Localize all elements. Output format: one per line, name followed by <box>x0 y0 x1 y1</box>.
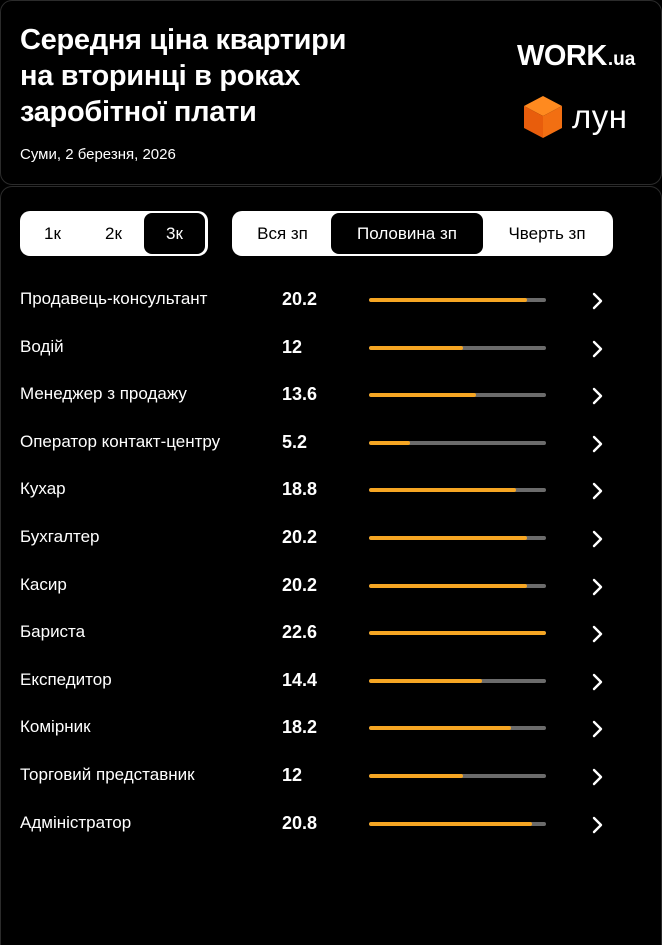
lun-logo[interactable]: лун <box>522 94 627 140</box>
salary-option-full[interactable]: Вся зп <box>257 223 308 243</box>
years-value: 12 <box>282 764 303 785</box>
years-progress-fill <box>369 678 482 683</box>
years-progress-fill <box>369 583 528 588</box>
profession-row[interactable]: Комірник 18.2 <box>0 704 662 752</box>
years-progress-bar <box>369 631 546 636</box>
profession-row[interactable]: Касир 20.2 <box>0 562 662 610</box>
years-progress-fill <box>369 726 512 731</box>
chevron-right-icon[interactable] <box>591 672 605 692</box>
room-option-2k[interactable]: 2к <box>105 223 122 243</box>
chevron-right-icon[interactable] <box>591 339 605 359</box>
years-progress-bar <box>369 440 546 445</box>
years-value: 5.2 <box>282 431 308 452</box>
years-progress-bar <box>369 726 546 731</box>
profession-name: Експедитор <box>20 669 112 689</box>
years-value: 18.2 <box>282 717 318 738</box>
years-value: 20.2 <box>282 574 318 595</box>
profession-row[interactable]: Експедитор 14.4 <box>0 657 662 705</box>
chevron-right-icon[interactable] <box>591 481 605 501</box>
profession-name: Адміністратор <box>20 812 132 832</box>
years-value: 22.6 <box>282 622 318 643</box>
header-card <box>0 0 662 185</box>
lun-cube-icon <box>524 96 562 138</box>
profession-name: Оператор контакт-центру <box>20 431 221 451</box>
years-value: 13.6 <box>282 384 318 405</box>
chevron-right-icon[interactable] <box>591 529 605 549</box>
profession-row[interactable]: Продавець-консультант 20.2 <box>0 276 662 324</box>
profession-row[interactable]: Оператор контакт-центру 5.2 <box>0 419 662 467</box>
years-progress-bar <box>369 678 546 683</box>
chevron-right-icon[interactable] <box>591 434 605 454</box>
work-ua-logo[interactable]: WORK .ua <box>517 40 635 72</box>
profession-row[interactable]: Водій 12 <box>0 324 662 372</box>
years-progress-bar <box>369 583 546 588</box>
profession-name: Продавець-консультант <box>20 289 208 308</box>
profession-row[interactable]: Кухар 18.8 <box>0 466 662 514</box>
profession-name: Бариста <box>20 622 86 642</box>
years-progress-fill <box>369 821 532 826</box>
years-value: 20.8 <box>282 812 318 833</box>
room-count-selector: 1к 2к 3к <box>20 211 208 256</box>
years-progress-fill <box>369 773 463 778</box>
profession-name: Касир <box>20 574 67 594</box>
years-progress-bar <box>369 773 546 778</box>
profession-name: Кухар <box>20 479 66 499</box>
chevron-right-icon[interactable] <box>591 767 605 787</box>
profession-name: Бухгалтер <box>20 526 100 546</box>
years-progress-fill <box>369 631 546 636</box>
work-ua-logo-main: WORK <box>517 40 607 72</box>
years-value: 14.4 <box>282 669 318 690</box>
chevron-right-icon[interactable] <box>591 386 605 406</box>
chevron-right-icon[interactable] <box>591 719 605 739</box>
years-progress-fill <box>369 298 528 302</box>
years-value: 18.8 <box>282 479 318 500</box>
page-title: Середня ціна квартири на вторинці в рока… <box>20 24 347 128</box>
salary-share-selector: Вся зп Половина зп Чверть зп <box>232 211 613 256</box>
years-value: 20.2 <box>282 526 318 547</box>
years-progress-bar <box>369 535 546 540</box>
work-ua-logo-suffix: .ua <box>607 49 636 70</box>
salary-option-half[interactable]: Половина зп <box>331 213 483 254</box>
years-progress-bar <box>369 488 546 493</box>
profession-row[interactable]: Бухгалтер 20.2 <box>0 514 662 562</box>
chevron-right-icon[interactable] <box>591 577 605 597</box>
chevron-right-icon[interactable] <box>591 624 605 644</box>
years-value: 12 <box>282 336 303 357</box>
profession-name: Водій <box>20 336 64 356</box>
profession-name: Комірник <box>20 717 91 737</box>
room-option-1k[interactable]: 1к <box>44 223 61 243</box>
salary-option-quarter[interactable]: Чверть зп <box>508 223 586 243</box>
years-progress-fill <box>369 488 517 493</box>
years-value: 20.2 <box>282 289 318 309</box>
room-option-3k[interactable]: 3к <box>144 213 205 254</box>
years-progress-bar <box>369 393 546 398</box>
years-progress-bar <box>369 298 546 302</box>
profession-row[interactable]: Менеджер з продажу 13.6 <box>0 371 662 419</box>
years-progress-fill <box>369 440 410 445</box>
profession-row[interactable]: Бариста 22.6 <box>0 609 662 657</box>
years-progress-fill <box>369 535 528 540</box>
profession-name: Торговий представник <box>20 764 195 784</box>
years-progress-fill <box>369 393 476 398</box>
years-progress-bar <box>369 345 546 350</box>
ranking-panel <box>0 186 662 945</box>
chevron-right-icon[interactable] <box>591 815 605 835</box>
profession-row[interactable]: Адміністратор 20.8 <box>0 800 662 848</box>
profession-list: Продавець-консультант 20.2 Водій 12 Менеджер… <box>0 276 662 847</box>
location-date: Суми, 2 березня, 2026 <box>20 146 176 163</box>
years-progress-bar <box>369 821 546 826</box>
chevron-right-icon[interactable] <box>591 291 605 311</box>
profession-row[interactable]: Торговий представник 12 <box>0 752 662 800</box>
profession-name: Менеджер з продажу <box>20 384 187 404</box>
lun-logo-text: лун <box>572 98 628 135</box>
years-progress-fill <box>369 345 463 350</box>
